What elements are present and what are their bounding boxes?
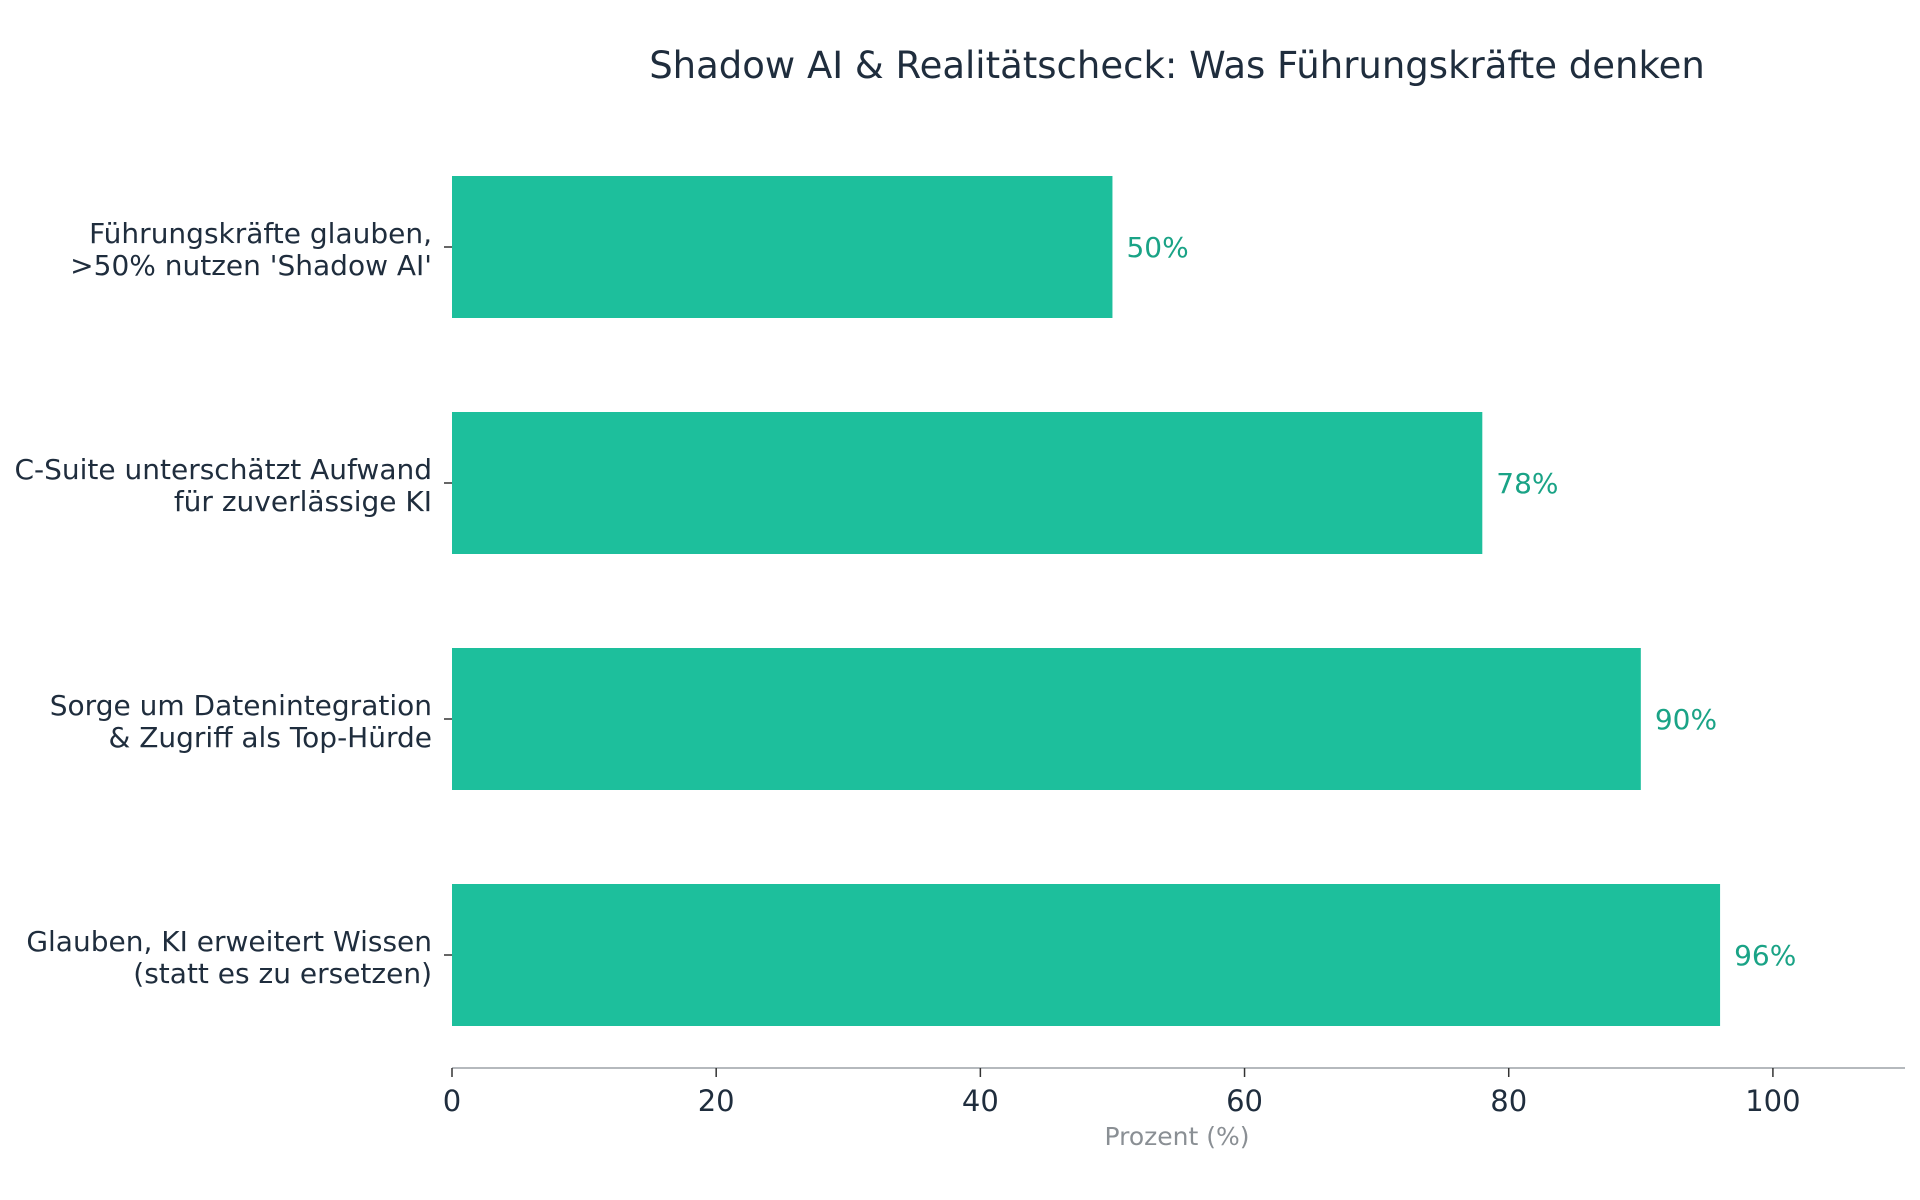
category-label-line: Sorge um Datenintegration <box>50 689 432 722</box>
bar-1 <box>452 176 1113 318</box>
bar-2 <box>452 412 1483 554</box>
category-label-line: für zuverlässige KI <box>174 485 432 518</box>
bar-4 <box>452 884 1721 1026</box>
category-labels: Führungskräfte glauben, >50% nutzen 'Shad… <box>14 217 432 990</box>
category-label-line: Führungskräfte glauben, <box>89 217 432 250</box>
bar-3 <box>452 648 1641 790</box>
value-label-2: 78% <box>1496 467 1558 500</box>
x-axis-title: Prozent (%) <box>1104 1122 1249 1151</box>
value-label-4: 96% <box>1734 939 1796 972</box>
value-label-3: 90% <box>1655 703 1717 736</box>
category-label-line: C-Suite unterschätzt Aufwand <box>14 453 432 486</box>
chart-title: Shadow AI & Realitätscheck: Was Führungs… <box>649 44 1705 87</box>
x-tick-label: 20 <box>698 1084 735 1118</box>
bars-layer <box>452 176 1721 1026</box>
x-tick-label: 40 <box>962 1084 999 1118</box>
category-label-3: Sorge um Datenintegration & Zugriff als T… <box>50 689 432 754</box>
category-label-line: (statt es zu ersetzen) <box>133 957 432 990</box>
category-label-line: & Zugriff als Top-Hürde <box>108 721 432 754</box>
category-label-1: Führungskräfte glauben, >50% nutzen 'Shad… <box>70 217 432 282</box>
category-label-4: Glauben, KI erweitert Wissen (statt es zu… <box>26 925 432 990</box>
category-label-line: >50% nutzen 'Shadow AI' <box>70 249 432 282</box>
x-tick-label: 80 <box>1490 1084 1527 1118</box>
x-axis: 0 20 40 60 80 100 <box>443 246 1905 1118</box>
value-label-1: 50% <box>1126 231 1188 264</box>
x-tick-label: 0 <box>443 1084 461 1118</box>
x-tick-label: 60 <box>1226 1084 1263 1118</box>
category-label-2: C-Suite unterschätzt Aufwand für zuverläs… <box>14 453 432 518</box>
x-tick-label: 100 <box>1745 1084 1800 1118</box>
value-labels: 50% 78% 90% 96% <box>1126 231 1796 972</box>
category-label-line: Glauben, KI erweitert Wissen <box>26 925 432 958</box>
